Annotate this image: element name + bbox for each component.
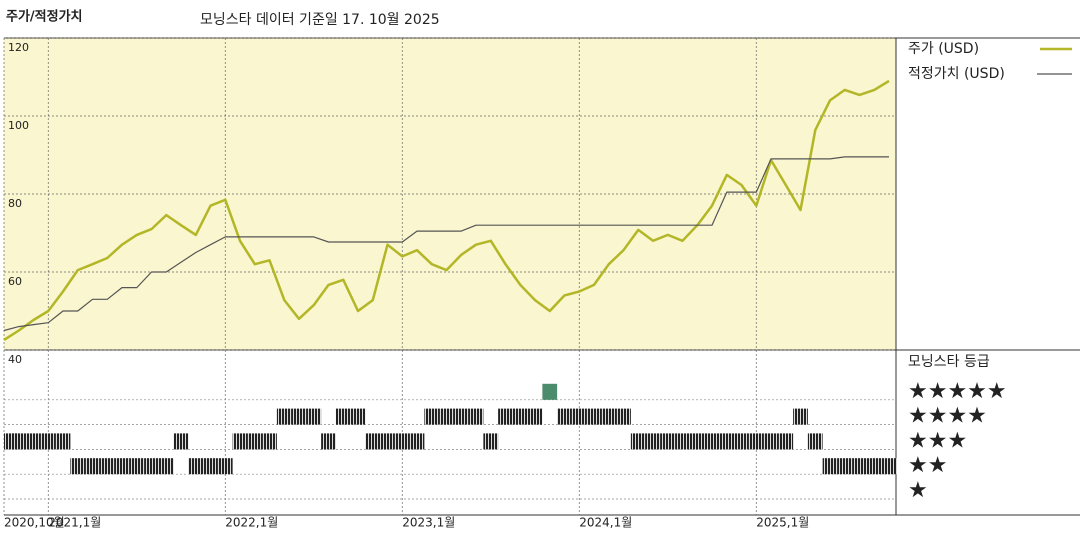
rating-bar: [881, 458, 897, 475]
y-tick-label: 80: [8, 197, 22, 210]
x-tick-label: 2020,10월: [4, 516, 65, 530]
rating-bar: [276, 408, 292, 425]
rating-label: ★★★★: [908, 404, 987, 429]
rating-bar: [321, 433, 336, 450]
rating-bar: [763, 433, 779, 450]
rating-label: ★★★★★: [908, 379, 1007, 404]
rating-bar: [630, 433, 646, 450]
rating-bar: [11, 433, 27, 450]
rating-bar: [424, 408, 440, 425]
rating-bar: [409, 433, 425, 450]
rating-label: ★★: [908, 453, 947, 478]
rating-bar: [483, 433, 499, 450]
rating-bar: [40, 433, 56, 450]
rating-bar: [807, 433, 823, 450]
rating-bar: [719, 433, 735, 450]
rating-bar: [365, 433, 381, 450]
rating-bar: [527, 408, 543, 425]
rating-bar: [660, 433, 676, 450]
rating-bar: [203, 458, 218, 475]
rating-bar: [734, 433, 749, 450]
y-tick-label: 60: [8, 275, 22, 288]
series-line: [3, 79, 890, 341]
rating-bar: [468, 408, 484, 425]
rating-bar: [616, 408, 631, 425]
rating-bar: [557, 408, 572, 425]
rating-bar: [55, 433, 71, 450]
rating-bar: [144, 458, 159, 475]
rating-bar: [114, 458, 130, 475]
rating-title: 모닝스타 등급: [908, 354, 990, 370]
rating-bar: [439, 408, 454, 425]
series-line: [3, 156, 889, 332]
rating-bar: [217, 458, 233, 475]
rating-bar: [837, 458, 853, 475]
rating-bar: [512, 408, 528, 425]
y-tick-label: 40: [8, 353, 22, 366]
rating-bar: [173, 433, 189, 450]
chart-subtitle: 모닝스타 데이터 기준일 17. 10월 2025: [200, 12, 440, 28]
rating-bar: [748, 433, 764, 450]
rating-bar: [188, 458, 204, 475]
legend-label: 적정가치 (USD): [908, 66, 1005, 82]
rating-bar: [586, 408, 602, 425]
rating-bar: [262, 433, 277, 450]
x-tick-label: 2021,1월: [48, 516, 101, 530]
rating-bar: [822, 458, 838, 475]
rating-bar: [601, 408, 617, 425]
rating-bar: [247, 433, 263, 450]
legend-label: 주가 (USD): [908, 41, 979, 57]
rating-bar: [70, 458, 86, 475]
rating-bar: [306, 408, 322, 425]
rating-bar: [99, 458, 115, 475]
rating-bar: [866, 458, 882, 475]
rating-bar: [498, 408, 513, 425]
rating-bar: [645, 433, 661, 450]
rating-bar: [232, 433, 248, 450]
rating-bar: [291, 408, 307, 425]
rating-bar: [335, 408, 351, 425]
rating-bar: [675, 433, 690, 450]
x-tick-label: 2024,1월: [579, 516, 632, 530]
rating-bar: [129, 458, 145, 475]
rating-bar: [85, 458, 100, 475]
rating-bar: [542, 383, 558, 400]
x-tick-label: 2022,1월: [225, 516, 278, 530]
rating-label: ★: [908, 478, 928, 503]
rating-bar: [158, 458, 174, 475]
rating-bar: [852, 458, 867, 475]
rating-bar: [380, 433, 395, 450]
y-tick-label: 100: [8, 119, 29, 132]
chart-title: 주가/적정가치: [6, 9, 83, 25]
rating-bar: [704, 433, 720, 450]
rating-bar: [350, 408, 366, 425]
x-tick-label: 2023,1월: [402, 516, 455, 530]
rating-bar: [571, 408, 587, 425]
y-tick-label: 120: [8, 41, 29, 54]
rating-bar: [453, 408, 469, 425]
x-tick-label: 2025,1월: [756, 516, 809, 530]
rating-bar: [26, 433, 41, 450]
rating-bar: [689, 433, 705, 450]
rating-bar: [793, 408, 808, 425]
rating-bar: [394, 433, 410, 450]
rating-bar: [778, 433, 794, 450]
rating-label: ★★★: [908, 428, 967, 453]
